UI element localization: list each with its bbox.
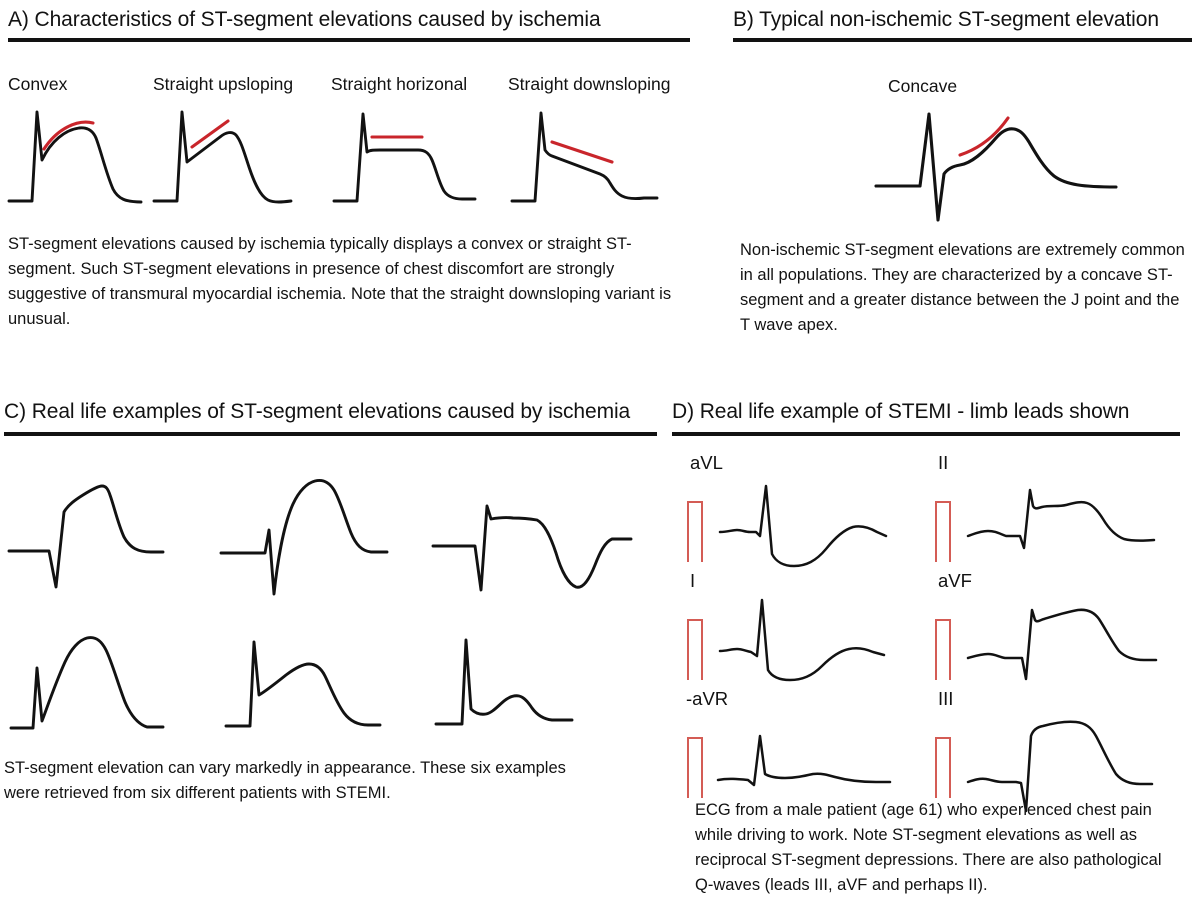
- lead-strip-avl: [687, 484, 888, 568]
- panel-d-title-rule: [672, 432, 1180, 436]
- panel-c-title-rule: [4, 432, 657, 436]
- lead-label-avf: aVF: [938, 570, 972, 591]
- label-straight-upsloping: Straight upsloping: [153, 74, 294, 94]
- calibration-pulse: [687, 737, 703, 798]
- panel-d-description: ECG from a male patient (age 61) who exp…: [695, 801, 1162, 895]
- calibration-pulse: [687, 619, 703, 680]
- calibration-pulse: [687, 501, 703, 562]
- panel-a-title: A) Characteristics of ST-segment elevati…: [8, 8, 601, 31]
- straight-downsloping-waveform: [510, 111, 659, 203]
- stemi-example-waveform-5: [224, 640, 382, 728]
- lead-label-i: I: [690, 570, 696, 591]
- panel-a-title-rule: [8, 38, 690, 42]
- stemi-example-waveform-3: [431, 504, 633, 592]
- st-segment-highlight: [958, 116, 1010, 157]
- panel-b-title-rule: [733, 38, 1192, 42]
- stemi-example-waveform-6: [434, 638, 574, 726]
- panel-c-title: C) Real life examples of ST-segment elev…: [4, 400, 631, 423]
- lead-strip-neg-avr: [687, 734, 892, 798]
- calibration-pulse: [935, 619, 951, 680]
- panel-b-description: Non-ischemic ST-segment elevations are e…: [740, 241, 1185, 335]
- panel-c-description: ST-segment elevation can vary markedly i…: [4, 759, 566, 803]
- label-convex: Convex: [8, 74, 68, 94]
- lead-strip-iii: [935, 720, 1154, 813]
- label-concave: Concave: [888, 76, 958, 96]
- st-segment-highlight: [550, 140, 614, 164]
- st-segment-highlight: [42, 120, 95, 151]
- stemi-example-waveform-2: [219, 478, 389, 596]
- calibration-pulse: [935, 737, 951, 798]
- straight-horizonal-waveform: [332, 112, 477, 203]
- panel-a-description: ST-segment elevations caused by ischemia…: [8, 235, 672, 329]
- lead-strip-ii: [935, 488, 1156, 562]
- convex-waveform: [7, 110, 143, 204]
- stemi-example-waveform-4: [9, 636, 165, 730]
- lead-label-iii: III: [938, 688, 954, 709]
- lead-label-neg-avr: -aVR: [686, 688, 729, 709]
- concave-waveform: [874, 112, 1118, 222]
- lead-strip-i: [687, 598, 886, 682]
- label-straight-downsloping: Straight downsloping: [508, 74, 671, 94]
- calibration-pulse: [935, 501, 951, 562]
- panel-b-title: B) Typical non-ischemic ST-segment eleva…: [733, 8, 1159, 31]
- panel-d-title: D) Real life example of STEMI - limb lea…: [672, 400, 1130, 423]
- straight-upsloping-waveform: [152, 110, 293, 204]
- stemi-example-waveform-1: [7, 484, 165, 589]
- label-straight-horizonal: Straight horizonal: [331, 74, 468, 94]
- lead-strip-avf: [935, 608, 1158, 681]
- lead-label-ii: II: [938, 452, 949, 473]
- st-segment-highlight: [190, 119, 230, 149]
- lead-label-avl: aVL: [690, 452, 723, 473]
